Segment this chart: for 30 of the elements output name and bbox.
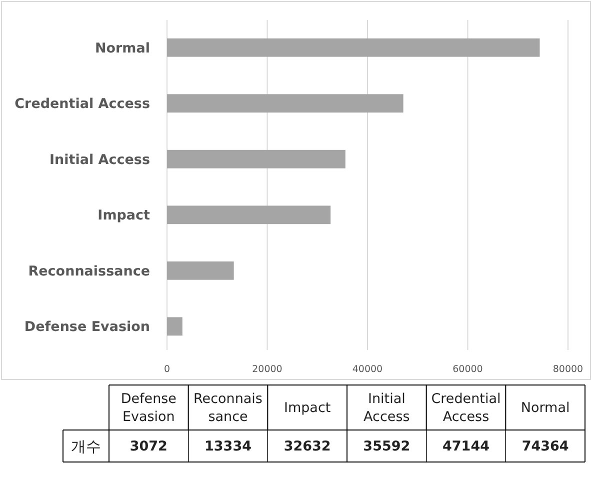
x-tick-label: Credential Access — [431, 391, 501, 426]
data-label: 32632 — [284, 438, 331, 455]
x-tick-label: Defense Evasion — [120, 391, 176, 426]
data-label: 35592 — [363, 438, 410, 455]
bar — [167, 261, 234, 280]
data-label: 47144 — [442, 438, 490, 455]
x-tick-label: 0 — [164, 364, 170, 375]
y-tick-label: Impact — [98, 208, 151, 224]
bar — [167, 150, 346, 168]
y-tick-label: Credential Access — [14, 96, 150, 112]
x-tick-label: 80000 — [552, 364, 584, 375]
bar — [167, 94, 404, 113]
x-tick-label: Normal — [520, 400, 570, 416]
y-tick-label: Initial Access — [50, 152, 150, 168]
bar — [167, 206, 331, 224]
data-label: 74364 — [522, 438, 569, 455]
x-tick-label: 40000 — [352, 364, 383, 375]
y-tick-label: 개수 — [71, 437, 101, 456]
x-tick-label: 60000 — [452, 364, 483, 375]
bar — [167, 317, 182, 336]
x-tick-label: Reconnaissance — [194, 391, 262, 426]
y-tick-label: Reconnaissance — [28, 263, 150, 280]
y-tick-label: Normal — [94, 40, 150, 56]
x-tick-label: Impact — [284, 400, 331, 416]
bar — [167, 38, 540, 57]
data-label: 3072 — [130, 438, 168, 455]
y-tick-label: Defense Evasion — [24, 319, 150, 336]
x-tick-label: 20000 — [252, 364, 282, 375]
x-tick-label: Initial Access — [364, 391, 410, 426]
data-label: 13334 — [204, 438, 252, 455]
